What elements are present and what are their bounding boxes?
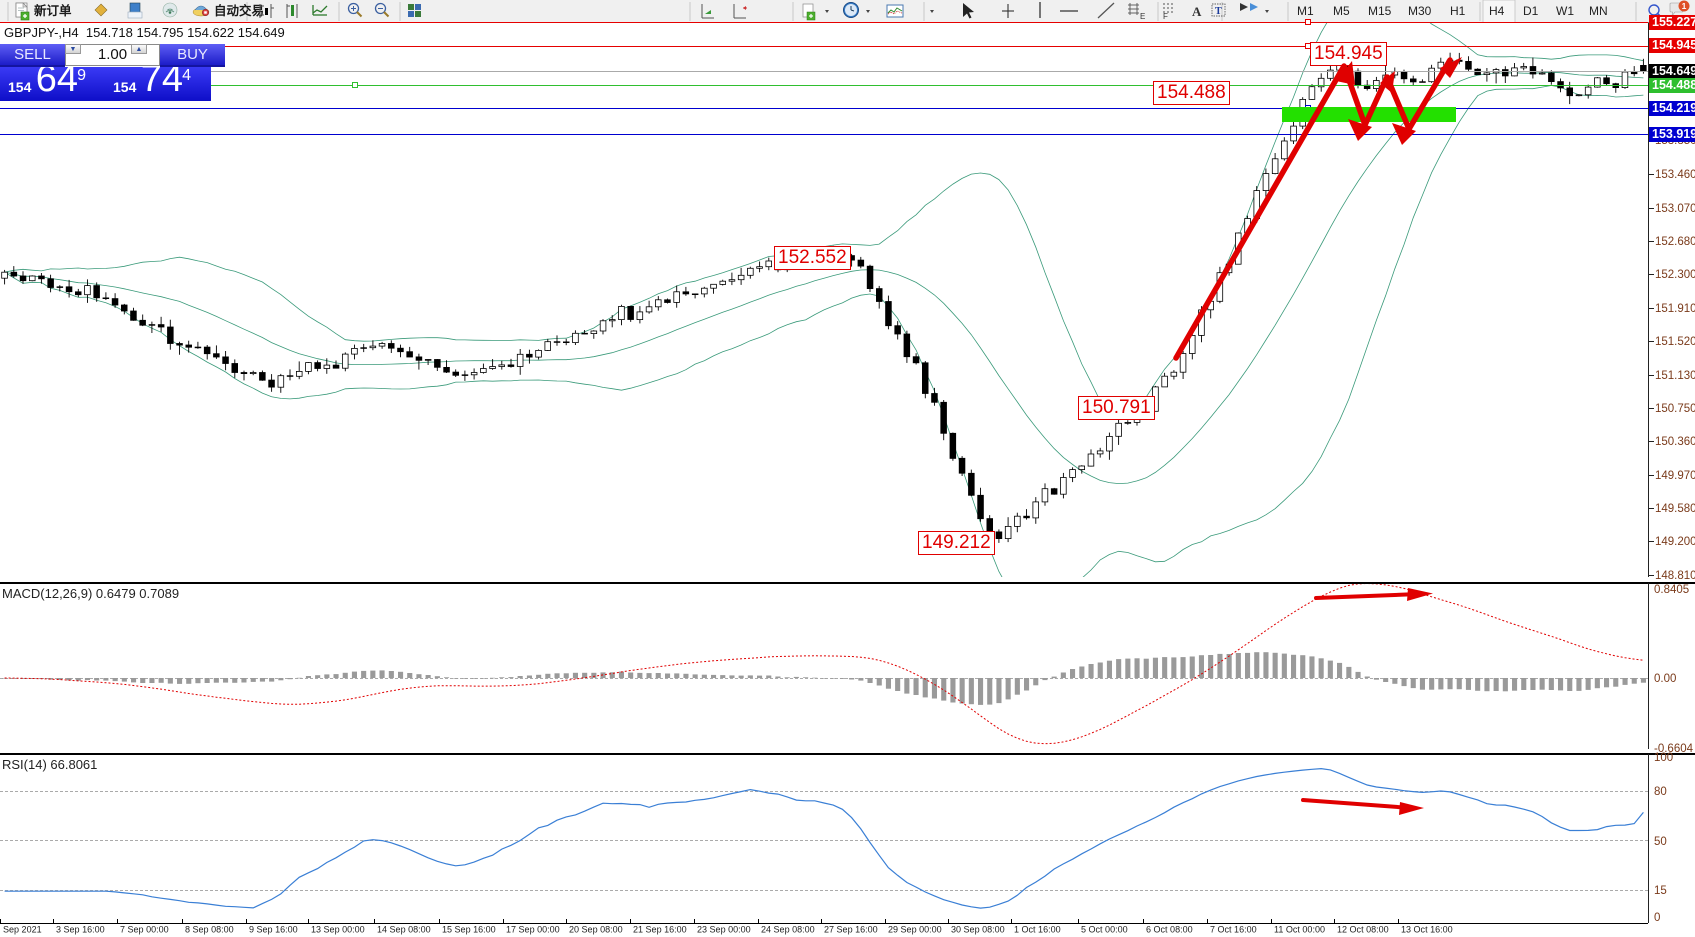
svg-text:D1: D1 [1523, 4, 1539, 18]
svg-text:H1: H1 [1450, 4, 1466, 18]
svg-text:M30: M30 [1408, 4, 1432, 18]
svg-text:1: 1 [1682, 1, 1687, 11]
svg-text:E: E [1140, 12, 1145, 21]
svg-text:自动交易: 自动交易 [214, 3, 264, 18]
svg-text:T: T [1215, 6, 1222, 17]
svg-text:M5: M5 [1333, 4, 1350, 18]
svg-text:H4: H4 [1489, 4, 1505, 18]
svg-text:W1: W1 [1556, 4, 1574, 18]
svg-text:MN: MN [1589, 4, 1608, 18]
svg-text:M15: M15 [1368, 4, 1392, 18]
svg-text:新订单: 新订单 [34, 3, 72, 18]
svg-text:M1: M1 [1297, 4, 1314, 18]
svg-text:F: F [1163, 12, 1168, 21]
svg-text:A: A [1192, 4, 1202, 19]
